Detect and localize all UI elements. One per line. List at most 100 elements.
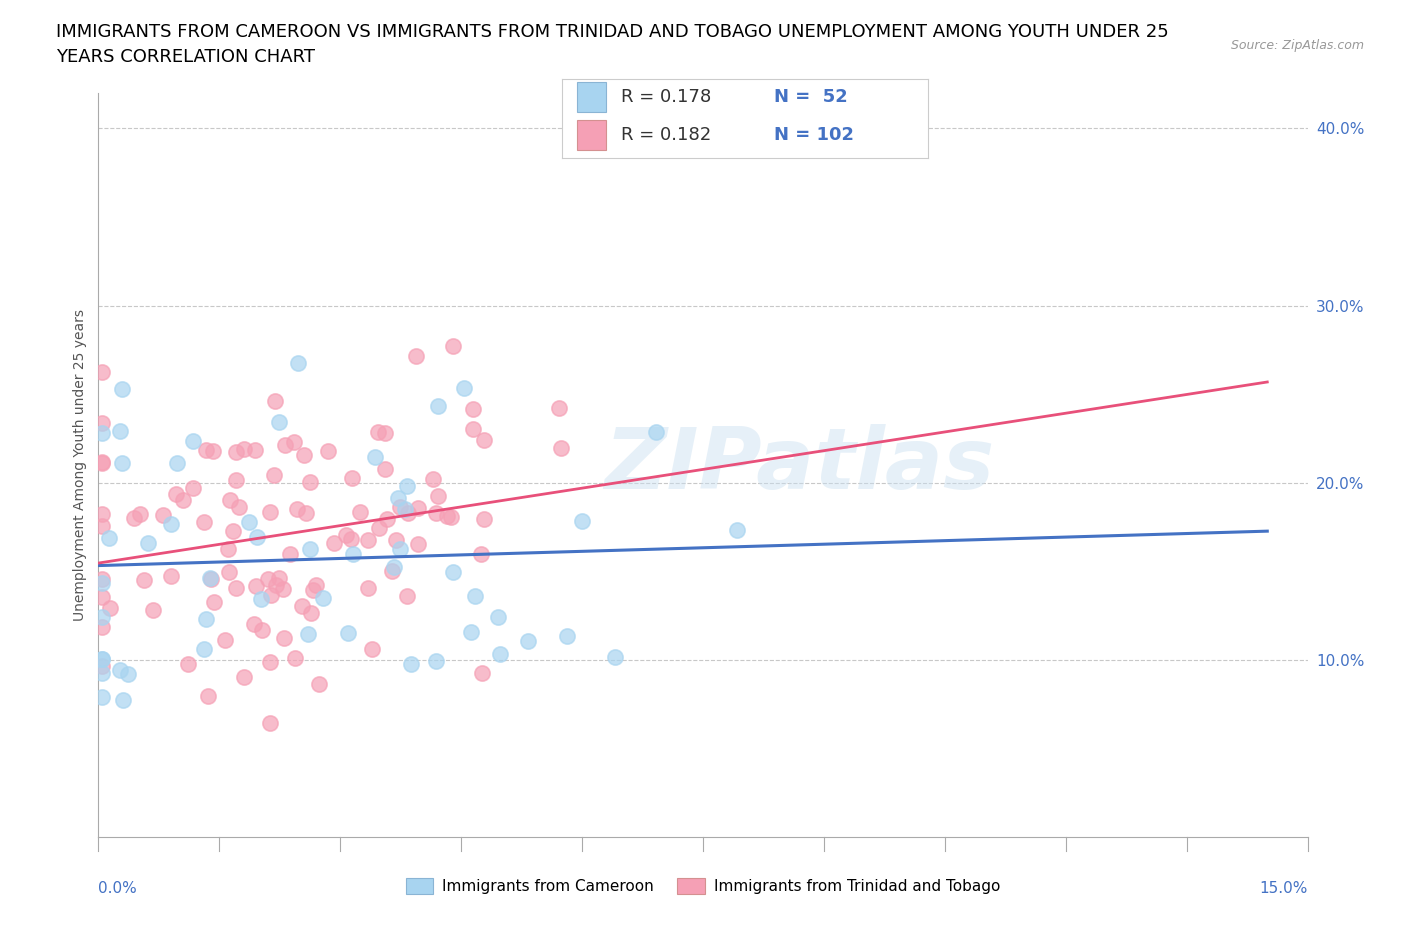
Point	[292, 447, 315, 462]
Point	[91, 690, 114, 705]
Point	[357, 532, 380, 547]
Point	[381, 564, 404, 578]
Point	[550, 440, 572, 455]
Point	[166, 456, 188, 471]
Point	[337, 626, 360, 641]
Point	[273, 631, 295, 645]
Point	[183, 481, 205, 496]
Text: 0.0%: 0.0%	[98, 882, 138, 897]
Point	[267, 415, 290, 430]
Point	[517, 634, 540, 649]
Point	[399, 657, 422, 671]
Point	[91, 506, 114, 521]
Point	[375, 512, 398, 526]
Point	[260, 587, 283, 602]
Point	[374, 462, 396, 477]
Point	[257, 571, 280, 586]
Point	[160, 516, 183, 531]
Point	[308, 676, 330, 691]
Point	[472, 512, 495, 527]
Point	[111, 693, 134, 708]
Point	[312, 591, 335, 605]
Point	[322, 536, 344, 551]
Point	[117, 667, 139, 682]
Point	[194, 443, 217, 458]
Point	[295, 505, 318, 520]
Point	[91, 652, 114, 667]
Point	[422, 472, 444, 486]
Point	[111, 381, 134, 396]
Point	[193, 642, 215, 657]
Point	[108, 663, 131, 678]
Point	[367, 520, 389, 535]
Point	[284, 651, 307, 666]
Point	[250, 623, 273, 638]
Point	[471, 665, 494, 680]
Point	[339, 531, 361, 546]
Point	[243, 617, 266, 631]
Point	[385, 533, 408, 548]
Point	[201, 444, 224, 458]
Point	[356, 581, 378, 596]
Point	[349, 504, 371, 519]
Point	[233, 670, 256, 684]
Point	[128, 507, 150, 522]
Point	[91, 365, 114, 379]
Point	[91, 610, 114, 625]
Point	[124, 511, 146, 525]
Point	[259, 655, 281, 670]
Point	[460, 624, 482, 639]
Point	[195, 611, 218, 626]
Point	[387, 490, 409, 505]
Point	[470, 546, 492, 561]
Text: YEARS CORRELATION CHART: YEARS CORRELATION CHART	[56, 48, 315, 66]
Point	[463, 402, 485, 417]
Point	[136, 536, 159, 551]
Bar	[576, 120, 606, 150]
Point	[233, 442, 256, 457]
Point	[340, 471, 363, 485]
Point	[202, 594, 225, 609]
Point	[287, 356, 309, 371]
Point	[165, 487, 187, 502]
Point	[389, 499, 412, 514]
Point	[217, 542, 239, 557]
Point	[427, 489, 450, 504]
Point	[364, 449, 387, 464]
Point	[440, 509, 463, 524]
Point	[218, 565, 240, 579]
Point	[225, 472, 247, 487]
Point	[396, 588, 419, 603]
Point	[283, 435, 305, 450]
Point	[250, 591, 273, 606]
Point	[486, 610, 509, 625]
Point	[228, 499, 250, 514]
Point	[394, 501, 416, 516]
Point	[271, 582, 294, 597]
Point	[225, 445, 247, 459]
Bar	[576, 82, 606, 113]
Point	[222, 524, 245, 538]
Text: N =  52: N = 52	[775, 88, 848, 106]
Point	[91, 572, 114, 587]
Point	[264, 394, 287, 409]
Point	[110, 424, 132, 439]
Point	[425, 506, 447, 521]
Point	[269, 570, 291, 585]
Point	[727, 522, 749, 537]
Point	[298, 474, 321, 489]
Point	[474, 432, 496, 447]
Point	[91, 651, 114, 666]
Point	[264, 578, 287, 592]
Point	[342, 547, 364, 562]
Point	[91, 426, 114, 441]
Point	[436, 509, 458, 524]
Point	[278, 547, 301, 562]
Point	[197, 688, 219, 703]
Point	[98, 530, 121, 545]
Legend: Immigrants from Cameroon, Immigrants from Trinidad and Tobago: Immigrants from Cameroon, Immigrants fro…	[399, 871, 1007, 900]
Point	[160, 569, 183, 584]
Text: N = 102: N = 102	[775, 126, 855, 144]
Text: R = 0.182: R = 0.182	[621, 126, 711, 144]
Point	[98, 600, 121, 615]
